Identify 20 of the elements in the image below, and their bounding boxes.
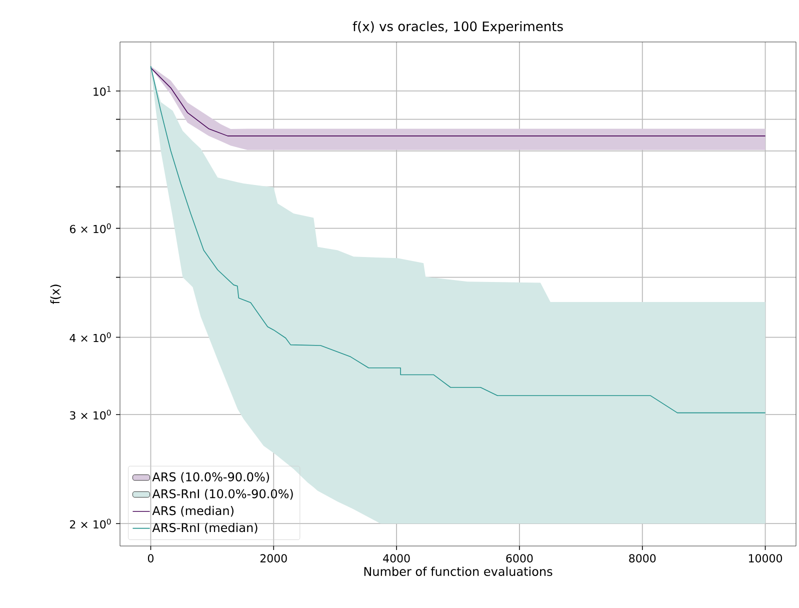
legend-label: ARS-RnI (10.0%-90.0%) (152, 489, 293, 500)
legend-label: ARS-RnI (median) (152, 522, 258, 534)
legend-label: ARS (10.0%-90.0%) (152, 472, 270, 483)
x-tick-label: 6000 (506, 554, 533, 562)
y-axis-title: f(x) (50, 284, 61, 304)
legend-label: ARS (median) (152, 506, 234, 517)
y-tick-label: 2 × 10$^{0}$ (70, 518, 111, 529)
chart-title: f(x) vs oracles, 100 Experiments (352, 21, 563, 34)
y-tick-label: 4 × 10$^{0}$ (70, 332, 111, 342)
y-tick-label: 3 × 10$^{0}$ (70, 410, 111, 420)
x-tick-label: 0 (148, 554, 154, 562)
line-series (150, 67, 766, 136)
x-tick-label: 4000 (383, 554, 410, 562)
x-tick-label: 8000 (629, 554, 656, 562)
line-series (150, 66, 766, 414)
y-tick-label: 6 × 10$^{0}$ (70, 223, 111, 234)
x-tick-label: 2000 (260, 554, 287, 562)
y-tick-label: 10$^{1}$ (94, 86, 111, 96)
x-tick-label: 10000 (748, 554, 782, 562)
x-axis-title: Number of function evaluations (364, 566, 552, 576)
